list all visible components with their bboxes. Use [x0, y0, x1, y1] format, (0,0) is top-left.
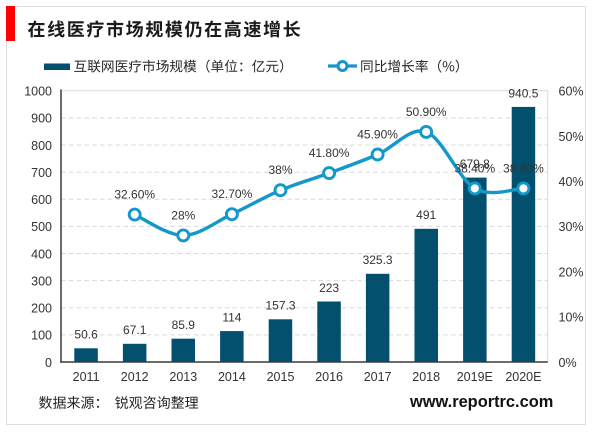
svg-text:400: 400 [31, 247, 52, 261]
svg-text:2011: 2011 [73, 370, 100, 384]
svg-text:38.40%: 38.40% [503, 161, 544, 175]
svg-text:223: 223 [319, 281, 339, 295]
svg-text:491: 491 [416, 208, 436, 222]
svg-text:85.9: 85.9 [172, 318, 196, 332]
svg-text:28%: 28% [171, 208, 195, 222]
svg-text:32.70%: 32.70% [212, 187, 253, 201]
svg-text:67.1: 67.1 [123, 323, 147, 337]
svg-text:900: 900 [31, 112, 52, 126]
svg-text:2013: 2013 [169, 370, 197, 384]
svg-text:50.6: 50.6 [74, 328, 98, 342]
svg-text:0: 0 [45, 356, 52, 370]
svg-text:700: 700 [31, 166, 52, 180]
svg-text:500: 500 [31, 220, 52, 234]
svg-text:600: 600 [31, 193, 52, 207]
svg-text:2018: 2018 [412, 370, 440, 384]
svg-text:1000: 1000 [24, 85, 52, 99]
svg-text:20%: 20% [559, 265, 584, 279]
svg-text:325.3: 325.3 [363, 253, 393, 267]
svg-text:50%: 50% [559, 130, 584, 144]
svg-text:157.3: 157.3 [265, 299, 295, 313]
svg-text:45.90%: 45.90% [357, 128, 398, 142]
svg-text:800: 800 [31, 139, 52, 153]
svg-text:100: 100 [31, 329, 52, 343]
svg-text:940.5: 940.5 [508, 86, 538, 100]
svg-text:679.8: 679.8 [460, 157, 490, 171]
svg-text:2015: 2015 [267, 370, 295, 384]
svg-text:40%: 40% [559, 175, 584, 189]
svg-text:32.60%: 32.60% [114, 188, 155, 202]
svg-text:2016: 2016 [315, 370, 343, 384]
svg-text:2019E: 2019E [457, 370, 493, 384]
svg-text:2020E: 2020E [505, 370, 541, 384]
svg-text:114: 114 [222, 311, 241, 325]
svg-text:60%: 60% [559, 85, 584, 99]
svg-text:2014: 2014 [218, 370, 246, 384]
svg-text:30%: 30% [559, 220, 584, 234]
svg-text:41.80%: 41.80% [309, 146, 350, 160]
svg-text:www.reportrc.com: www.reportrc.com [409, 393, 553, 411]
svg-text:38%: 38% [268, 163, 292, 177]
svg-text:38.40%: 38.40% [454, 161, 495, 175]
svg-text:10%: 10% [559, 311, 584, 325]
svg-text:200: 200 [31, 302, 52, 316]
svg-text:2017: 2017 [364, 370, 392, 384]
svg-text:0%: 0% [559, 356, 577, 370]
svg-text:2012: 2012 [121, 370, 149, 384]
svg-text:300: 300 [31, 274, 52, 288]
svg-text:50.90%: 50.90% [406, 105, 447, 119]
